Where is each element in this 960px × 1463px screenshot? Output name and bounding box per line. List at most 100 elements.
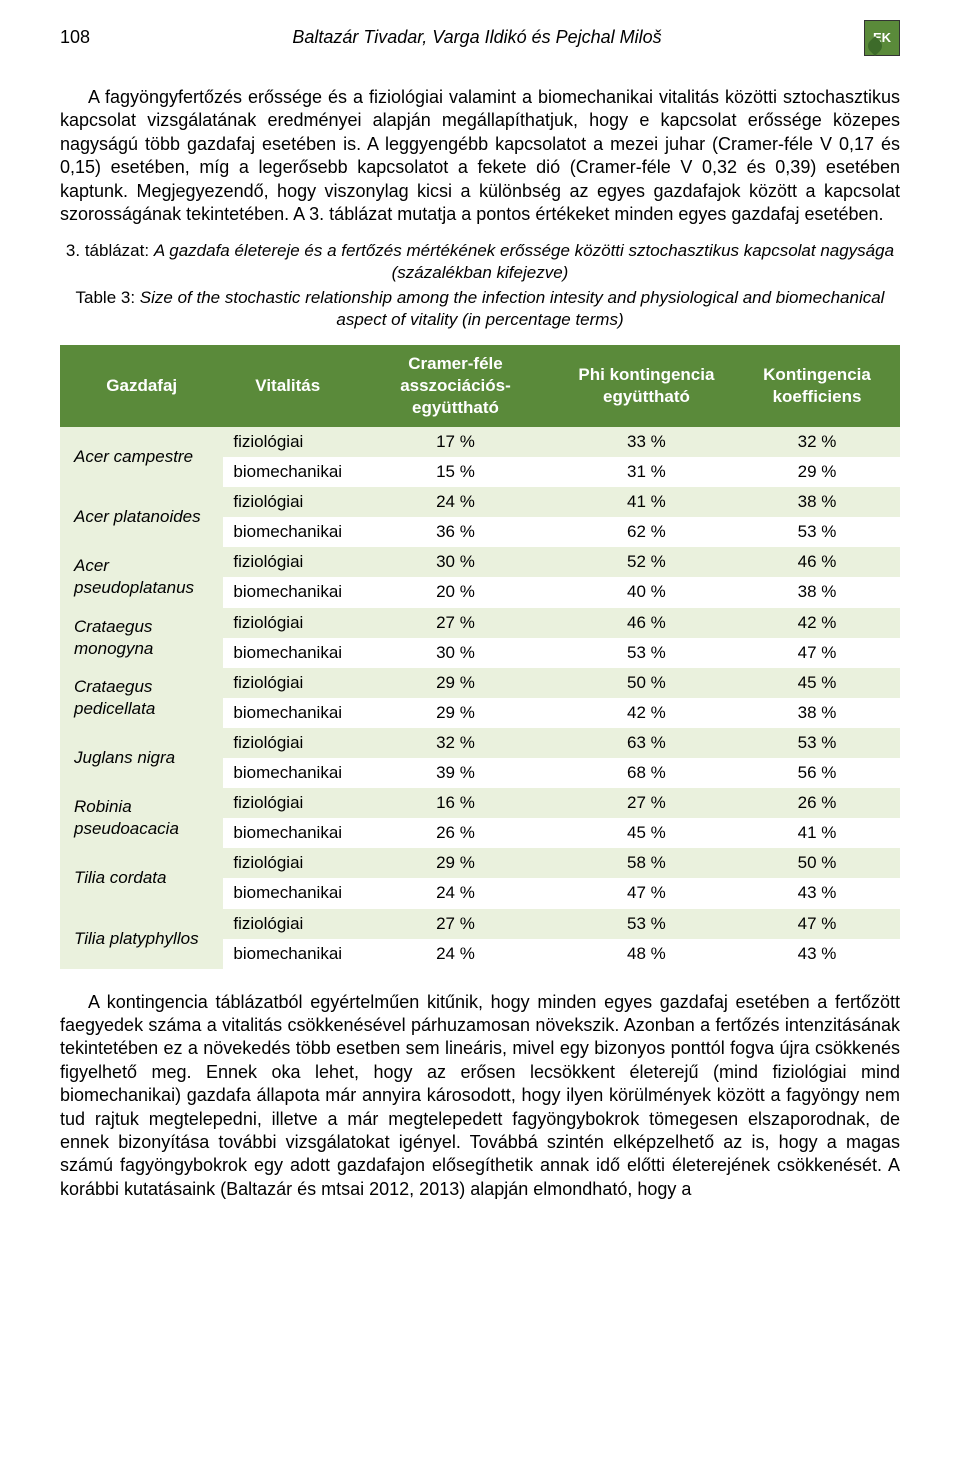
cell-phi: 53 % (559, 909, 734, 939)
cell-vitalitas: fiziológiai (223, 788, 352, 818)
page-number: 108 (60, 26, 90, 49)
cell-vitalitas: fiziológiai (223, 547, 352, 577)
table-row: Acer platanoidesfiziológiai24 %41 %38 % (60, 487, 900, 517)
page-header: 108 Baltazár Tivadar, Varga Ildikó és Pe… (60, 20, 900, 56)
cell-vitalitas: biomechanikai (223, 577, 352, 607)
table-header-row: Gazdafaj Vitalitás Cramer-féle asszociác… (60, 345, 900, 427)
cell-kontingencia: 38 % (734, 487, 900, 517)
table-row: Tilia cordatafiziológiai29 %58 %50 % (60, 848, 900, 878)
cell-species: Tilia platyphyllos (60, 909, 223, 969)
cell-species: Crataegus monogyna (60, 608, 223, 668)
cell-phi: 27 % (559, 788, 734, 818)
cell-cramer: 15 % (352, 457, 559, 487)
cell-kontingencia: 26 % (734, 788, 900, 818)
cell-vitalitas: fiziológiai (223, 848, 352, 878)
cell-vitalitas: biomechanikai (223, 878, 352, 908)
cell-kontingencia: 42 % (734, 608, 900, 638)
table-row: Acer campestrefiziológiai17 %33 %32 % (60, 427, 900, 457)
caption-hu-label: 3. táblázat: (66, 241, 149, 260)
cell-vitalitas: biomechanikai (223, 698, 352, 728)
cell-kontingencia: 32 % (734, 427, 900, 457)
caption-en-label: Table 3: (76, 288, 136, 307)
cell-kontingencia: 47 % (734, 638, 900, 668)
cell-kontingencia: 29 % (734, 457, 900, 487)
cell-vitalitas: fiziológiai (223, 668, 352, 698)
cell-vitalitas: fiziológiai (223, 427, 352, 457)
cell-vitalitas: biomechanikai (223, 758, 352, 788)
cell-kontingencia: 47 % (734, 909, 900, 939)
cell-phi: 63 % (559, 728, 734, 758)
table-row: Crataegus monogynafiziológiai27 %46 %42 … (60, 608, 900, 638)
cell-phi: 62 % (559, 517, 734, 547)
cell-species: Robinia pseudoacacia (60, 788, 223, 848)
caption-hu-text: A gazdafa életereje és a fertőzés mérték… (154, 241, 894, 282)
cell-phi: 48 % (559, 939, 734, 969)
cell-cramer: 16 % (352, 788, 559, 818)
th-phi: Phi kontingencia együttható (559, 345, 734, 427)
cell-cramer: 17 % (352, 427, 559, 457)
cell-cramer: 24 % (352, 939, 559, 969)
cell-species: Acer pseudoplatanus (60, 547, 223, 607)
cell-cramer: 29 % (352, 848, 559, 878)
cell-kontingencia: 38 % (734, 577, 900, 607)
cell-cramer: 26 % (352, 818, 559, 848)
cell-vitalitas: biomechanikai (223, 939, 352, 969)
table-row: Acer pseudoplatanusfiziológiai30 %52 %46… (60, 547, 900, 577)
cell-vitalitas: fiziológiai (223, 608, 352, 638)
cell-phi: 31 % (559, 457, 734, 487)
table-row: Juglans nigrafiziológiai32 %63 %53 % (60, 728, 900, 758)
cell-phi: 40 % (559, 577, 734, 607)
cell-species: Acer platanoides (60, 487, 223, 547)
cell-kontingencia: 38 % (734, 698, 900, 728)
cell-phi: 50 % (559, 668, 734, 698)
cell-cramer: 27 % (352, 909, 559, 939)
data-table: Gazdafaj Vitalitás Cramer-féle asszociác… (60, 345, 900, 969)
cell-phi: 45 % (559, 818, 734, 848)
cell-phi: 53 % (559, 638, 734, 668)
cell-kontingencia: 43 % (734, 878, 900, 908)
cell-cramer: 32 % (352, 728, 559, 758)
journal-logo-icon: EK (864, 20, 900, 56)
th-vitalitas: Vitalitás (223, 345, 352, 427)
cell-phi: 58 % (559, 848, 734, 878)
authors-line: Baltazár Tivadar, Varga Ildikó és Pejcha… (90, 26, 864, 49)
cell-cramer: 24 % (352, 878, 559, 908)
cell-kontingencia: 43 % (734, 939, 900, 969)
cell-cramer: 29 % (352, 668, 559, 698)
cell-vitalitas: biomechanikai (223, 457, 352, 487)
paragraph-2: A kontingencia táblázatból egyértelműen … (60, 991, 900, 1202)
cell-phi: 42 % (559, 698, 734, 728)
cell-cramer: 24 % (352, 487, 559, 517)
table-head: Gazdafaj Vitalitás Cramer-féle asszociác… (60, 345, 900, 427)
cell-species: Juglans nigra (60, 728, 223, 788)
cell-cramer: 29 % (352, 698, 559, 728)
cell-kontingencia: 53 % (734, 728, 900, 758)
cell-cramer: 30 % (352, 547, 559, 577)
cell-vitalitas: biomechanikai (223, 517, 352, 547)
cell-phi: 41 % (559, 487, 734, 517)
cell-cramer: 36 % (352, 517, 559, 547)
cell-vitalitas: biomechanikai (223, 818, 352, 848)
cell-kontingencia: 50 % (734, 848, 900, 878)
table-body: Acer campestrefiziológiai17 %33 %32 %bio… (60, 427, 900, 969)
cell-vitalitas: fiziológiai (223, 487, 352, 517)
cell-vitalitas: fiziológiai (223, 728, 352, 758)
cell-species: Acer campestre (60, 427, 223, 487)
cell-cramer: 20 % (352, 577, 559, 607)
cell-phi: 52 % (559, 547, 734, 577)
cell-phi: 33 % (559, 427, 734, 457)
table-caption-en: Table 3: Size of the stochastic relation… (60, 287, 900, 331)
cell-kontingencia: 41 % (734, 818, 900, 848)
cell-kontingencia: 53 % (734, 517, 900, 547)
cell-kontingencia: 46 % (734, 547, 900, 577)
cell-kontingencia: 56 % (734, 758, 900, 788)
table-row: Tilia platyphyllosfiziológiai27 %53 %47 … (60, 909, 900, 939)
cell-kontingencia: 45 % (734, 668, 900, 698)
caption-en-text: Size of the stochastic relationship amon… (140, 288, 885, 329)
th-gazdafaj: Gazdafaj (60, 345, 223, 427)
th-kontingencia: Kontingencia koefficiens (734, 345, 900, 427)
table-row: Robinia pseudoacaciafiziológiai16 %27 %2… (60, 788, 900, 818)
paragraph-1: A fagyöngyfertőzés erőssége és a fizioló… (60, 86, 900, 226)
cell-species: Crataegus pedicellata (60, 668, 223, 728)
table-caption-hu: 3. táblázat: A gazdafa életereje és a fe… (60, 240, 900, 284)
